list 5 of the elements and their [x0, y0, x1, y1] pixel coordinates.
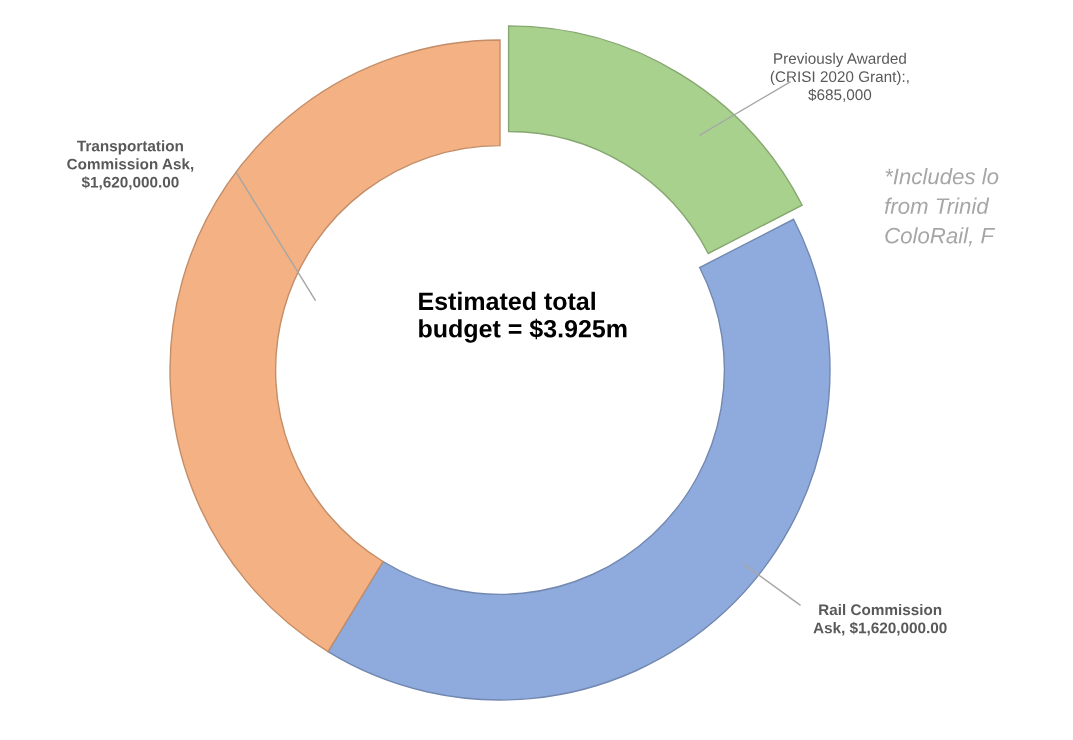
slice-label: Rail Commission Ask, $1,620,000.00	[813, 603, 947, 636]
text: Estimated total budget = $3.925m	[419, 291, 627, 343]
slice-label: Previously Awarded (CRISI 2020 Grant):, $685,000	[770, 52, 909, 102]
text: *Includes lo from Trinid ColoRail, F	[884, 168, 999, 247]
slice-label: Transportation Commission Ask, $1,620,000.00	[67, 140, 194, 190]
